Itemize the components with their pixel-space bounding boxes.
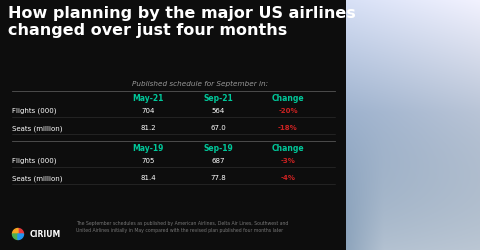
Text: 705: 705 — [141, 157, 155, 163]
Text: May-21: May-21 — [132, 94, 164, 102]
Text: 67.0: 67.0 — [210, 124, 226, 130]
Text: Change: Change — [272, 94, 304, 102]
Text: -18%: -18% — [278, 124, 298, 130]
Bar — [0, 0, 346, 250]
Text: 81.2: 81.2 — [140, 124, 156, 130]
Text: -4%: -4% — [280, 174, 296, 180]
Text: Sep-19: Sep-19 — [203, 144, 233, 152]
Text: 704: 704 — [141, 108, 155, 114]
Text: Seats (million): Seats (million) — [12, 174, 62, 181]
Polygon shape — [12, 228, 18, 234]
Text: 77.8: 77.8 — [210, 174, 226, 180]
Text: Published schedule for September in:: Published schedule for September in: — [132, 81, 268, 87]
Text: Sep-21: Sep-21 — [203, 94, 233, 102]
Text: Flights (000): Flights (000) — [12, 108, 57, 114]
Polygon shape — [12, 234, 18, 239]
Polygon shape — [18, 234, 24, 239]
Text: How planning by the major US airlines
changed over just four months: How planning by the major US airlines ch… — [8, 6, 356, 38]
Text: 81.4: 81.4 — [140, 174, 156, 180]
Text: The September schedules as published by American Airlines, Delta Air Lines, Sout: The September schedules as published by … — [76, 220, 288, 232]
Text: CIRIUM: CIRIUM — [30, 230, 61, 238]
Text: May-19: May-19 — [132, 144, 164, 152]
Text: -3%: -3% — [281, 157, 295, 163]
Text: 687: 687 — [211, 157, 225, 163]
Text: -20%: -20% — [278, 108, 298, 114]
Text: Flights (000): Flights (000) — [12, 157, 57, 164]
Polygon shape — [18, 228, 24, 234]
Text: Change: Change — [272, 144, 304, 152]
Text: Seats (million): Seats (million) — [12, 124, 62, 131]
Text: 564: 564 — [211, 108, 225, 114]
